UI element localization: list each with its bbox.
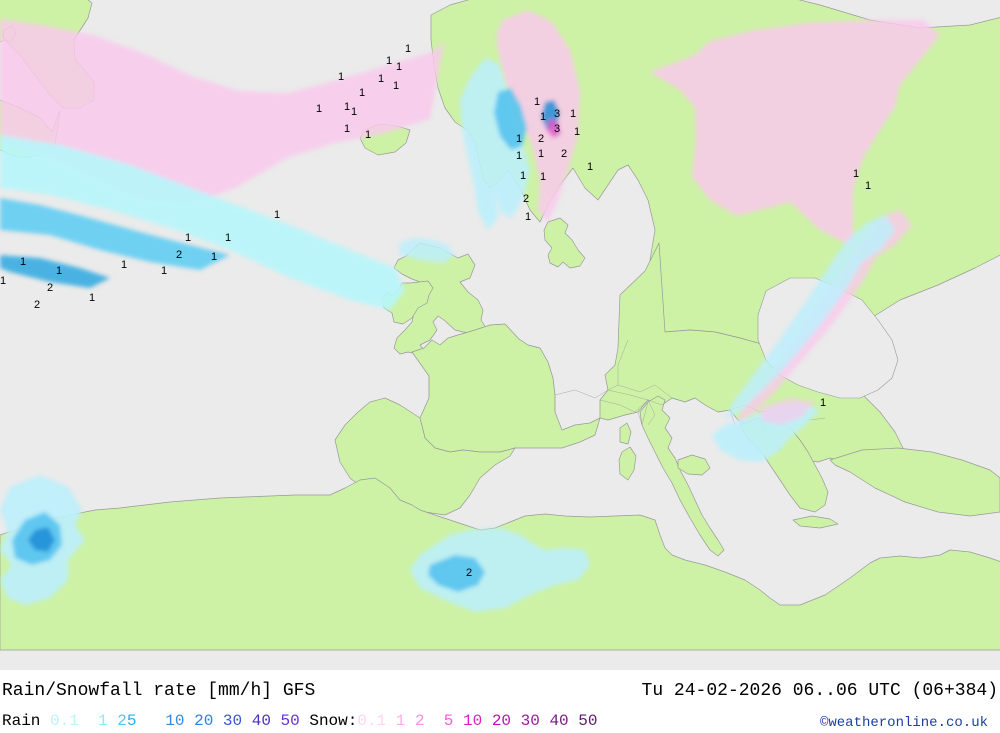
svg-text:1: 1 xyxy=(516,133,522,145)
svg-text:1: 1 xyxy=(344,123,350,135)
svg-text:1: 1 xyxy=(405,43,411,55)
svg-text:1: 1 xyxy=(540,171,546,183)
svg-text:1: 1 xyxy=(540,111,546,123)
svg-text:1: 1 xyxy=(338,71,344,83)
svg-text:1: 1 xyxy=(344,101,350,113)
svg-text:1: 1 xyxy=(570,108,576,120)
svg-text:1: 1 xyxy=(365,129,371,141)
svg-text:1: 1 xyxy=(396,61,402,73)
svg-text:1: 1 xyxy=(865,180,871,192)
svg-text:1: 1 xyxy=(351,106,357,118)
svg-text:1: 1 xyxy=(393,80,399,92)
svg-text:2: 2 xyxy=(561,148,567,160)
svg-text:1: 1 xyxy=(520,170,526,182)
svg-text:1: 1 xyxy=(587,161,593,173)
svg-text:1: 1 xyxy=(525,211,531,223)
svg-text:1: 1 xyxy=(359,87,365,99)
svg-text:1: 1 xyxy=(820,397,826,409)
svg-text:2: 2 xyxy=(538,133,544,145)
svg-text:2: 2 xyxy=(466,567,472,579)
svg-text:1: 1 xyxy=(0,275,6,287)
svg-text:3: 3 xyxy=(554,123,560,135)
svg-text:1: 1 xyxy=(316,103,322,115)
svg-text:1: 1 xyxy=(56,265,62,277)
svg-text:1: 1 xyxy=(386,55,392,67)
svg-text:1: 1 xyxy=(161,265,167,277)
svg-text:1: 1 xyxy=(538,148,544,160)
svg-text:1: 1 xyxy=(574,126,580,138)
svg-text:1: 1 xyxy=(274,209,280,221)
svg-text:2: 2 xyxy=(523,193,529,205)
svg-text:1: 1 xyxy=(378,73,384,85)
svg-text:1: 1 xyxy=(185,232,191,244)
svg-text:1: 1 xyxy=(534,96,540,108)
svg-text:1: 1 xyxy=(89,292,95,304)
svg-text:1: 1 xyxy=(516,150,522,162)
svg-text:2: 2 xyxy=(34,299,40,311)
svg-text:1: 1 xyxy=(20,256,26,268)
svg-text:2: 2 xyxy=(176,249,182,261)
svg-text:3: 3 xyxy=(554,108,560,120)
svg-text:1: 1 xyxy=(211,251,217,263)
svg-text:1: 1 xyxy=(225,232,231,244)
svg-text:1: 1 xyxy=(853,168,859,180)
svg-text:1: 1 xyxy=(121,259,127,271)
svg-text:2: 2 xyxy=(47,282,53,294)
